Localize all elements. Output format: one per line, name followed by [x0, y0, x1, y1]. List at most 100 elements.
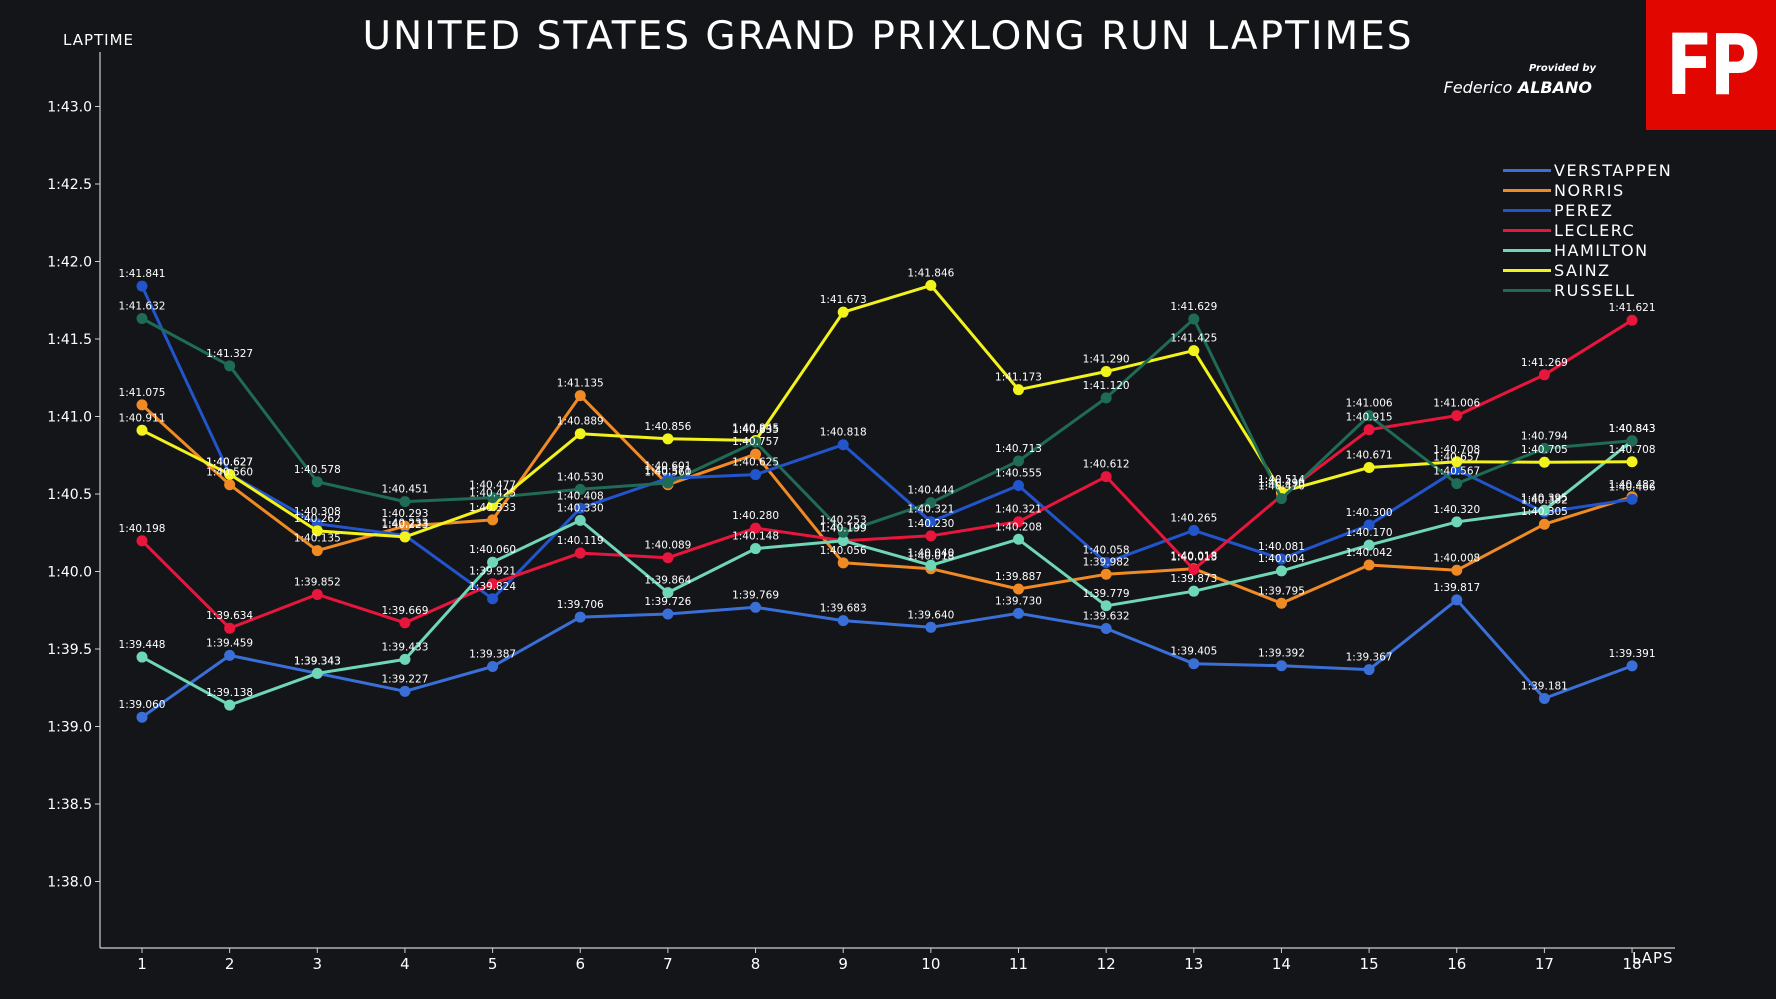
data-label-norris: 1:41.135: [557, 378, 604, 390]
data-point-leclerc: [662, 552, 674, 564]
provided-by-label: Provided by: [1528, 63, 1596, 74]
data-point-hamilton: [1451, 516, 1463, 528]
data-point-verstappen: [1626, 660, 1638, 672]
series-layer: [136, 279, 1638, 723]
data-point-russell: [487, 492, 499, 504]
data-label-verstappen: 1:39.181: [1521, 680, 1568, 692]
data-point-russell: [662, 477, 674, 489]
data-label-hamilton: 1:39.873: [1170, 573, 1217, 585]
data-point-russell: [1188, 313, 1200, 325]
legend-label-hamilton: HAMILTON: [1554, 240, 1649, 260]
data-point-russell: [574, 483, 586, 495]
data-label-hamilton: 1:40.199: [820, 523, 867, 535]
x-tick-label: 8: [751, 955, 761, 973]
data-label-perez: 1:40.058: [1083, 545, 1130, 557]
data-point-hamilton: [662, 587, 674, 599]
data-point-verstappen: [750, 601, 762, 613]
data-label-sainz: 1:40.889: [557, 416, 604, 428]
data-label-russell: 1:40.567: [1433, 466, 1480, 478]
data-label-hamilton: 1:40.004: [1258, 553, 1305, 565]
data-label-leclerc: 1:39.852: [294, 576, 341, 588]
x-tick-label: 2: [225, 955, 235, 973]
data-label-sainz: 1:40.708: [1433, 444, 1480, 456]
author-last-name: ALBANO: [1517, 78, 1592, 97]
data-label-russell: 1:41.120: [1083, 380, 1130, 392]
data-label-hamilton: 1:39.864: [644, 575, 691, 587]
series-perez: [136, 280, 1638, 605]
legend-label-russell: RUSSELL: [1554, 280, 1636, 300]
data-label-russell: 1:40.470: [1258, 481, 1305, 493]
data-point-russell: [224, 360, 236, 372]
legend-swatch-verstappen: [1503, 168, 1551, 172]
data-label-leclerc: 1:39.669: [381, 605, 428, 617]
data-label-leclerc: 1:40.490: [1258, 478, 1305, 490]
y-tick-label: 1:42.0: [47, 255, 92, 271]
data-point-leclerc: [224, 622, 236, 634]
x-tick-label: 6: [575, 955, 585, 973]
legend-swatch-perez: [1503, 208, 1551, 212]
data-label-sainz: 1:40.425: [469, 488, 516, 500]
data-point-leclerc: [136, 535, 148, 547]
data-point-sainz: [662, 433, 674, 445]
data-point-russell: [1626, 435, 1638, 447]
data-label-perez: 1:40.818: [820, 427, 867, 439]
data-label-hamilton: 1:39.138: [206, 687, 253, 699]
data-point-sainz: [1451, 456, 1463, 468]
data-label-norris: 1:40.018: [1170, 551, 1217, 563]
data-point-leclerc: [1188, 563, 1200, 575]
data-label-perez: 1:41.841: [119, 268, 166, 280]
data-label-leclerc: 1:40.013: [1170, 551, 1217, 563]
data-label-perez: 1:40.321: [907, 504, 954, 516]
data-label-hamilton: 1:40.843: [1609, 423, 1656, 435]
data-label-russell: 1:40.713: [995, 443, 1042, 455]
data-point-sainz: [1013, 384, 1024, 396]
data-label-russell: 1:41.327: [206, 348, 253, 360]
data-label-sainz: 1:40.223: [381, 519, 428, 531]
data-label-sainz: 1:40.856: [644, 421, 691, 433]
data-label-norris: 1:40.560: [206, 467, 253, 479]
x-tick-label: 10: [921, 955, 940, 973]
data-label-hamilton: 1:39.448: [119, 639, 166, 651]
data-point-norris: [487, 514, 499, 526]
series-line-norris: [140, 394, 1633, 605]
data-point-perez: [837, 439, 849, 451]
legend-item-verstappen: VERSTAPPEN: [1503, 160, 1672, 180]
data-point-hamilton: [1100, 600, 1112, 612]
data-label-norris: 1:40.482: [1609, 479, 1656, 491]
data-point-russell: [1100, 392, 1112, 404]
data-point-norris: [1275, 597, 1287, 609]
data-point-leclerc: [1100, 471, 1112, 483]
data-label-hamilton: 1:39.433: [381, 641, 428, 653]
data-point-russell: [750, 436, 762, 448]
data-label-perez: 1:40.466: [1609, 481, 1656, 493]
fp-logo-text: FP: [1665, 16, 1760, 114]
data-label-russell: 1:40.794: [1521, 430, 1568, 442]
data-point-leclerc: [399, 617, 411, 629]
data-label-leclerc: 1:40.089: [644, 540, 691, 552]
data-label-russell: 1:40.451: [381, 484, 428, 496]
y-tick-label: 1:43.0: [47, 100, 92, 116]
data-label-perez: 1:40.233: [381, 517, 428, 529]
data-point-hamilton: [1013, 533, 1024, 545]
x-tick-label: 11: [1009, 955, 1028, 973]
legend-label-verstappen: VERSTAPPEN: [1554, 160, 1673, 180]
legend-item-sainz: SAINZ: [1503, 260, 1672, 280]
data-point-leclerc: [1363, 424, 1375, 436]
data-label-leclerc: 1:39.921: [469, 566, 516, 578]
data-point-verstappen: [1013, 607, 1024, 619]
data-label-perez: 1:40.627: [206, 456, 253, 468]
data-label-norris: 1:39.795: [1258, 585, 1305, 597]
data-label-leclerc: 1:40.199: [820, 523, 867, 535]
data-label-hamilton: 1:40.040: [907, 547, 954, 559]
series-leclerc: [136, 314, 1638, 634]
data-point-sainz: [574, 428, 586, 440]
data-label-norris: 1:40.018: [907, 551, 954, 563]
data-label-russell: 1:40.578: [294, 464, 341, 476]
data-label-perez: 1:40.081: [1258, 541, 1305, 553]
series-line-leclerc: [140, 318, 1633, 630]
author-first-name: Federico: [1443, 78, 1513, 97]
data-label-perez: 1:40.408: [557, 490, 604, 502]
data-label-sainz: 1:40.671: [1346, 449, 1393, 461]
x-tick-label: 14: [1272, 955, 1291, 973]
data-label-norris: 1:40.560: [644, 467, 691, 479]
